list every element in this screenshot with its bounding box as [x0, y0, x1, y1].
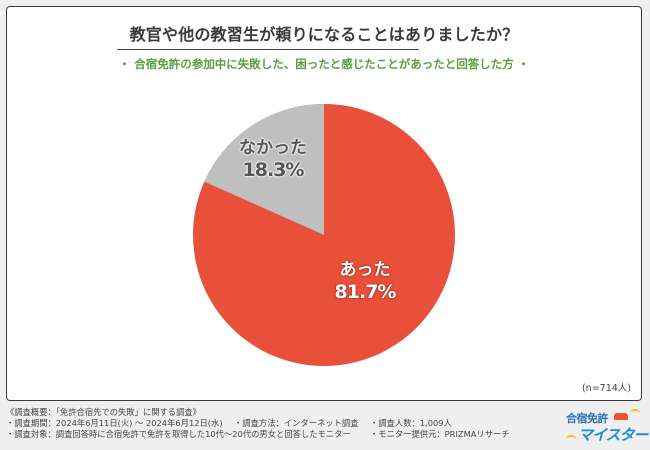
survey-footer: 《調査概要：「免許合宿先での失敗」に関する調査》 ・調査期間：2024年6月11… — [6, 407, 510, 440]
slice-label-yes: あった 81.7% — [320, 262, 410, 302]
survey-provider: ・モニター提供元：PRIZMAリサーチ — [370, 429, 510, 439]
slice-no-percent: 18.3% — [242, 159, 305, 181]
logo-line2: マイスター — [578, 426, 649, 444]
arc-decoration-icon — [630, 409, 640, 417]
slice-yes-name: あった — [339, 260, 391, 280]
car-icon — [614, 413, 628, 420]
survey-summary: 《調査概要：「免許合宿先での失敗」に関する調査》 — [6, 407, 201, 417]
slice-no — [204, 104, 324, 235]
arc-decoration-icon — [566, 435, 576, 443]
survey-period: ・調査期間：2024年6月11日(火) ～ 2024年6月12日(水) — [6, 418, 223, 428]
slice-label-no: なかった 18.3% — [228, 140, 318, 180]
title-underline — [117, 49, 419, 50]
survey-method: ・調査方法：インターネット調査 — [234, 418, 359, 428]
slice-yes-percent: 81.7% — [334, 281, 397, 303]
brand-logo: 合宿免許 マイスター — [564, 409, 649, 447]
chart-subtitle: ・ 合宿免許の参加中に失敗した、困ったと感じたことがあったと回答した方 ・ — [118, 57, 530, 71]
chart-title: 教官や他の教習生が頼りになることはありましたか？ — [129, 25, 519, 44]
survey-target: ・調査対象：調査回答時に合宿免許で免許を取得した10代～20代の男女と回答したモ… — [6, 429, 351, 439]
slice-no-name: なかった — [239, 138, 307, 158]
survey-count: ・調査人数：1,009人 — [370, 418, 452, 428]
logo-line1: 合宿免許 — [566, 412, 609, 425]
sample-size: (n=714人) — [581, 383, 631, 394]
